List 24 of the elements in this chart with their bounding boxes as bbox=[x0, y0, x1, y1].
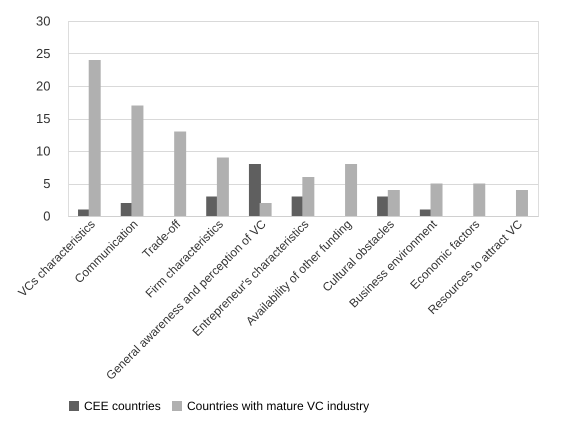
bar bbox=[473, 184, 486, 216]
bar bbox=[88, 60, 101, 216]
bar bbox=[216, 158, 229, 216]
bar bbox=[292, 196, 304, 216]
y-tick-label: 10 bbox=[36, 144, 50, 158]
bar bbox=[430, 184, 443, 216]
bar bbox=[302, 177, 314, 216]
y-tick-label: 30 bbox=[36, 14, 50, 28]
bar bbox=[377, 196, 390, 216]
bar bbox=[516, 190, 528, 216]
bar bbox=[345, 164, 358, 216]
y-tick-label: 20 bbox=[36, 78, 50, 94]
bar bbox=[260, 203, 272, 216]
y-tick-label: 15 bbox=[36, 111, 50, 126]
y-tick-label: 5 bbox=[43, 176, 50, 191]
legend-label: Countries with mature VC industry bbox=[187, 399, 370, 413]
bar bbox=[174, 132, 186, 216]
bar bbox=[206, 196, 218, 216]
bar bbox=[131, 106, 144, 216]
bar bbox=[388, 190, 400, 216]
y-tick-label: 0 bbox=[43, 208, 50, 224]
legend-label: CEE countries bbox=[84, 399, 161, 413]
bar bbox=[248, 164, 261, 216]
y-tick-label: 25 bbox=[36, 46, 50, 61]
